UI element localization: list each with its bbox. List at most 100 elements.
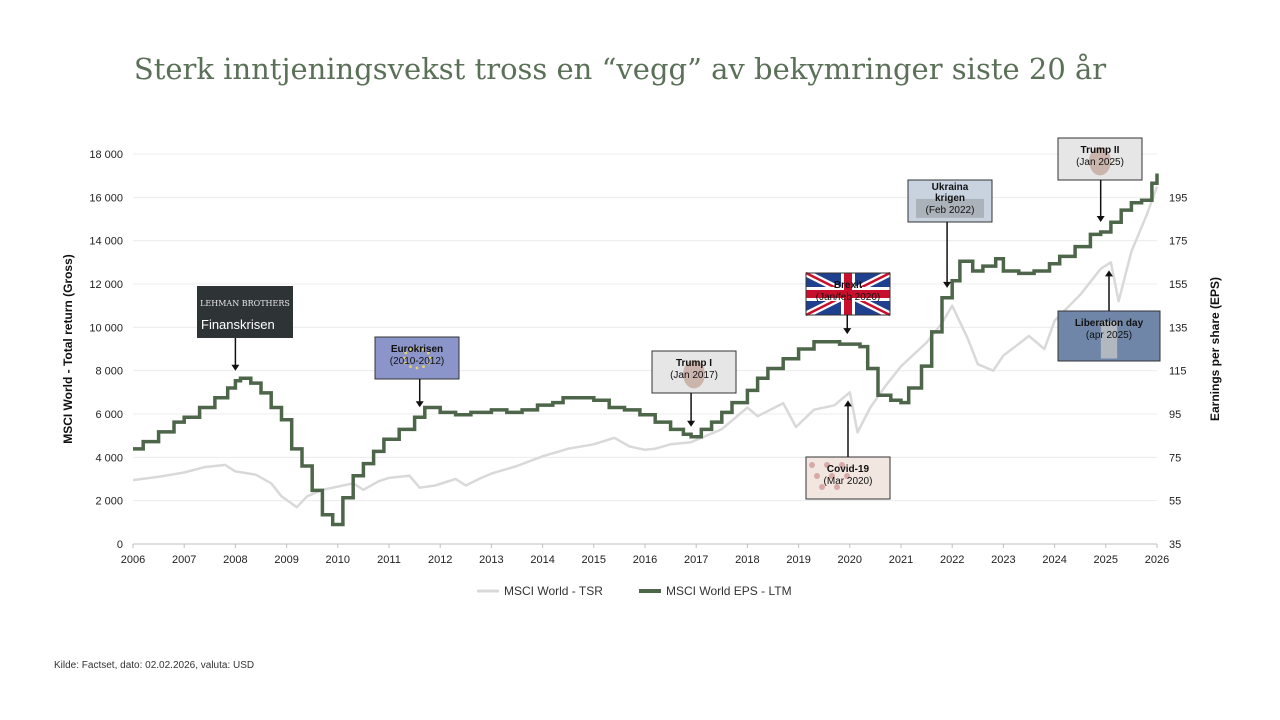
annotation-title: Brexit bbox=[834, 280, 863, 291]
x-tick-label: 2008 bbox=[223, 554, 247, 566]
annotation-frame bbox=[805, 272, 891, 316]
flag-star bbox=[409, 365, 412, 369]
y-right-tick-label: 55 bbox=[1169, 496, 1181, 508]
photo-virus bbox=[819, 484, 825, 490]
x-tick-label: 2017 bbox=[684, 554, 708, 566]
x-tick-label: 2010 bbox=[326, 554, 350, 566]
y-left-tick-label: 16 000 bbox=[89, 192, 123, 204]
x-tick-label: 2014 bbox=[530, 554, 554, 566]
x-tick-label: 2016 bbox=[633, 554, 657, 566]
annotation-brexit: Brexit(Jan/feb 2020) bbox=[804, 269, 892, 335]
x-tick-label: 2018 bbox=[735, 554, 759, 566]
annotation-arrowhead bbox=[231, 364, 240, 371]
x-tick-label: 2025 bbox=[1094, 554, 1118, 566]
x-tick-label: 2006 bbox=[121, 554, 145, 566]
photo-virus bbox=[844, 473, 850, 479]
y-right-axis-title: Earnings per share (EPS) bbox=[1208, 277, 1222, 421]
flag-field bbox=[375, 337, 459, 379]
x-tick-label: 2026 bbox=[1145, 554, 1169, 566]
x-tick-label: 2007 bbox=[172, 554, 196, 566]
y-right-tick-label: 95 bbox=[1169, 409, 1181, 421]
annotation-liberation-day: Liberation day(apr 2025) bbox=[1057, 270, 1161, 362]
photo-virus bbox=[809, 462, 815, 468]
annotation-frame bbox=[907, 179, 993, 223]
x-tick-label: 2020 bbox=[838, 554, 862, 566]
annotation-title: Liberation day bbox=[1075, 318, 1144, 329]
y-left-tick-label: 12 000 bbox=[89, 279, 123, 291]
x-tick-label: 2011 bbox=[377, 554, 401, 566]
annotation-title: Trump II bbox=[1081, 145, 1120, 156]
annotation-eurokrisen: Eurokrisen(2010-2012) bbox=[374, 336, 460, 408]
annotation-arrowhead bbox=[843, 328, 852, 335]
annotation-date: (Mar 2020) bbox=[824, 476, 873, 487]
photo-background bbox=[908, 180, 992, 222]
flag-star bbox=[404, 361, 408, 365]
photo-figure bbox=[1089, 146, 1111, 176]
flag-cross-red bbox=[806, 290, 890, 298]
annotation-trump-i: Trump I(Jan 2017) bbox=[651, 350, 737, 427]
photo-virus bbox=[829, 473, 835, 479]
annotation-date: (Jan 2025) bbox=[1076, 157, 1124, 168]
annotation-title: Finanskrisen bbox=[201, 317, 275, 332]
x-tick-label: 2021 bbox=[889, 554, 913, 566]
x-tick-label: 2022 bbox=[940, 554, 964, 566]
flag-star bbox=[426, 351, 430, 355]
y-right-tick-label: 75 bbox=[1169, 452, 1181, 464]
x-tick-label: 2023 bbox=[991, 554, 1015, 566]
y-right-tick-label: 135 bbox=[1169, 322, 1187, 334]
annotation-title: Trump I bbox=[676, 358, 712, 369]
y-left-tick-label: 2 000 bbox=[95, 496, 123, 508]
flag-star bbox=[402, 356, 406, 360]
y-right-tick-label: 195 bbox=[1169, 192, 1187, 204]
annotation-trump-ii: Trump II(Jan 2025) bbox=[1057, 137, 1143, 222]
flag-star bbox=[415, 346, 419, 350]
flag-star bbox=[409, 347, 412, 351]
annotation-finanskrisen: LEHMAN BROTHERS Finanskrisen bbox=[197, 286, 293, 371]
photo-virus bbox=[834, 484, 840, 490]
y-right-tick-label: 155 bbox=[1169, 279, 1187, 291]
flag-star bbox=[422, 347, 425, 351]
annotation-date: (Feb 2022) bbox=[926, 205, 975, 216]
annotation-date: (Jan 2017) bbox=[670, 370, 718, 381]
annotation-date: (2010-2012) bbox=[390, 356, 444, 367]
annotation-title: krigen bbox=[935, 193, 965, 204]
x-tick-label: 2019 bbox=[786, 554, 810, 566]
annotation-arrowhead bbox=[1105, 270, 1113, 277]
legend-label-eps: MSCI World EPS - LTM bbox=[666, 584, 792, 598]
annotation-arrowhead bbox=[943, 281, 952, 288]
annotation-arrowhead bbox=[415, 401, 424, 408]
y-right-tick-label: 175 bbox=[1169, 236, 1187, 248]
photo-podium bbox=[1100, 321, 1118, 359]
photo-building bbox=[916, 198, 984, 218]
annotation-date: (apr 2025) bbox=[1086, 330, 1132, 341]
flag-star bbox=[422, 365, 425, 369]
y-left-tick-label: 8 000 bbox=[95, 366, 123, 378]
line-chart: 0 35 2 000 55 4 000 75 6 000 95 8 000 115 10 000 13… bbox=[61, 137, 1222, 598]
y-left-tick-label: 0 bbox=[117, 539, 123, 551]
y-right-tick-label: 35 bbox=[1169, 539, 1181, 551]
annotation-arrowhead bbox=[687, 420, 696, 427]
annotation-title: Ukraina bbox=[932, 182, 969, 193]
eps-series-line bbox=[133, 173, 1159, 527]
annotation-covid-19: Covid-19(Mar 2020) bbox=[805, 400, 891, 500]
annotation-date: (Jan/feb 2020) bbox=[816, 292, 881, 303]
photo-virus bbox=[824, 462, 830, 468]
x-tick-label: 2009 bbox=[274, 554, 298, 566]
y-left-tick-label: 18 000 bbox=[89, 149, 123, 161]
annotation-arrowhead bbox=[1096, 216, 1105, 222]
tsr-series-line bbox=[132, 186, 1159, 509]
y-left-tick-label: 4 000 bbox=[95, 452, 123, 464]
photo-figure bbox=[683, 359, 705, 389]
slide-title: Sterk inntjeningsvekst tross en “vegg” a… bbox=[133, 52, 1107, 86]
x-tick-label: 2012 bbox=[428, 554, 452, 566]
annotation-arrowhead bbox=[844, 400, 852, 407]
y-right-tick-label: 115 bbox=[1169, 366, 1187, 378]
y-left-tick-label: 10 000 bbox=[89, 322, 123, 334]
lehman-sign-text: LEHMAN BROTHERS bbox=[200, 299, 290, 308]
annotation-title: Covid-19 bbox=[827, 464, 870, 475]
photo-virus bbox=[814, 473, 820, 479]
x-tick-label: 2013 bbox=[479, 554, 503, 566]
flag-star bbox=[415, 366, 419, 370]
legend-label-tsr: MSCI World - TSR bbox=[504, 584, 603, 598]
